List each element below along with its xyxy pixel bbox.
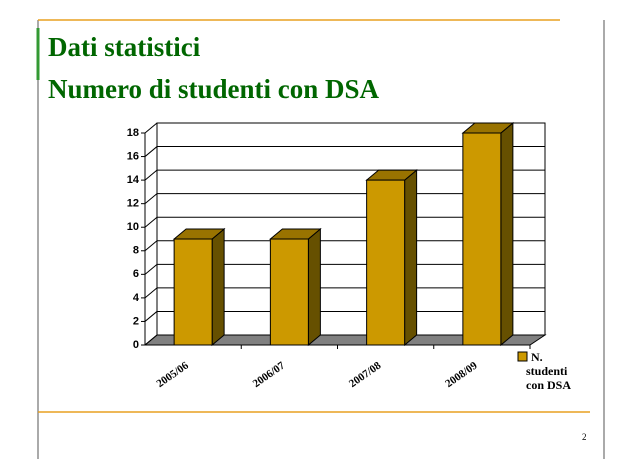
bar-side <box>211 227 225 347</box>
y-tick-label: 4 <box>133 292 140 304</box>
y-tick-label: 8 <box>133 245 139 257</box>
y-tick-label: 16 <box>127 150 139 162</box>
bar <box>366 179 406 346</box>
bar-side <box>307 227 321 347</box>
grid-line <box>144 169 158 181</box>
grid-line <box>144 334 158 346</box>
bar <box>269 238 309 346</box>
y-tick-label: 18 <box>127 127 139 139</box>
y-tick-label: 6 <box>133 268 139 280</box>
grid-line <box>144 311 158 322</box>
grid-line <box>144 216 158 228</box>
grid-line <box>144 193 158 205</box>
grid-line <box>144 146 158 157</box>
grid-line <box>144 240 158 252</box>
grid-line <box>144 263 158 275</box>
slide-title: Numero di studenti con DSA <box>48 74 380 104</box>
y-tick-label: 12 <box>127 198 139 210</box>
bar-side <box>500 121 514 347</box>
legend-swatch <box>517 351 528 362</box>
y-tick-label: 0 <box>133 339 139 351</box>
grid-line <box>144 122 158 134</box>
y-tick-label: 2 <box>133 315 139 327</box>
grid-line <box>144 287 158 299</box>
legend-label: N. studenti con DSA <box>526 350 571 392</box>
page-number: 2 <box>582 432 587 442</box>
bar <box>173 238 213 346</box>
y-tick-label: 14 <box>127 174 140 186</box>
y-tick-label: 10 <box>127 221 139 233</box>
bar-side <box>404 169 418 347</box>
bar <box>462 132 502 346</box>
slide-title: Dati statistici <box>48 32 201 62</box>
